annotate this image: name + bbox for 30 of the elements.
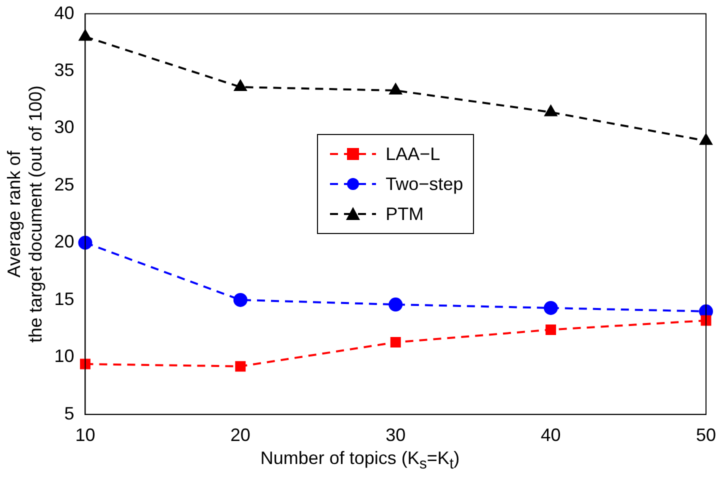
point	[390, 337, 401, 348]
y-tick-label: 10	[54, 346, 74, 366]
y-tick-label: 40	[54, 2, 74, 23]
x-tick-label: 50	[696, 425, 716, 446]
point	[544, 105, 557, 116]
y-tick-label: 15	[54, 288, 74, 309]
point	[700, 134, 712, 145]
point	[235, 361, 246, 372]
x-tick-label: 10	[75, 425, 96, 446]
y-tick-label: 20	[54, 232, 74, 252]
point	[546, 324, 556, 335]
x-axis-title: Number of topics (K$_{s}$=K$_{t}$)	[259, 448, 461, 473]
x-tick-label: 40	[540, 425, 561, 446]
y-tick-label: 30	[54, 117, 74, 138]
point	[234, 80, 247, 92]
x-tick-label: 20	[230, 425, 250, 446]
point	[388, 298, 403, 312]
point	[544, 300, 558, 315]
legend-label: PTM	[386, 204, 424, 225]
point	[80, 358, 90, 370]
y-tick-label: 5	[64, 403, 74, 424]
x-tick-label: 30	[386, 425, 406, 446]
y-tick-label: 35	[54, 60, 74, 80]
point	[78, 236, 92, 250]
legend-label: Two−step	[386, 174, 464, 195]
y-axis-title: Average rank of the target document (out of 100)	[4, 86, 46, 343]
point	[389, 83, 402, 94]
point	[233, 292, 248, 307]
y-tick-label: 25	[54, 174, 74, 194]
legend-label: LAA−L	[386, 144, 440, 165]
